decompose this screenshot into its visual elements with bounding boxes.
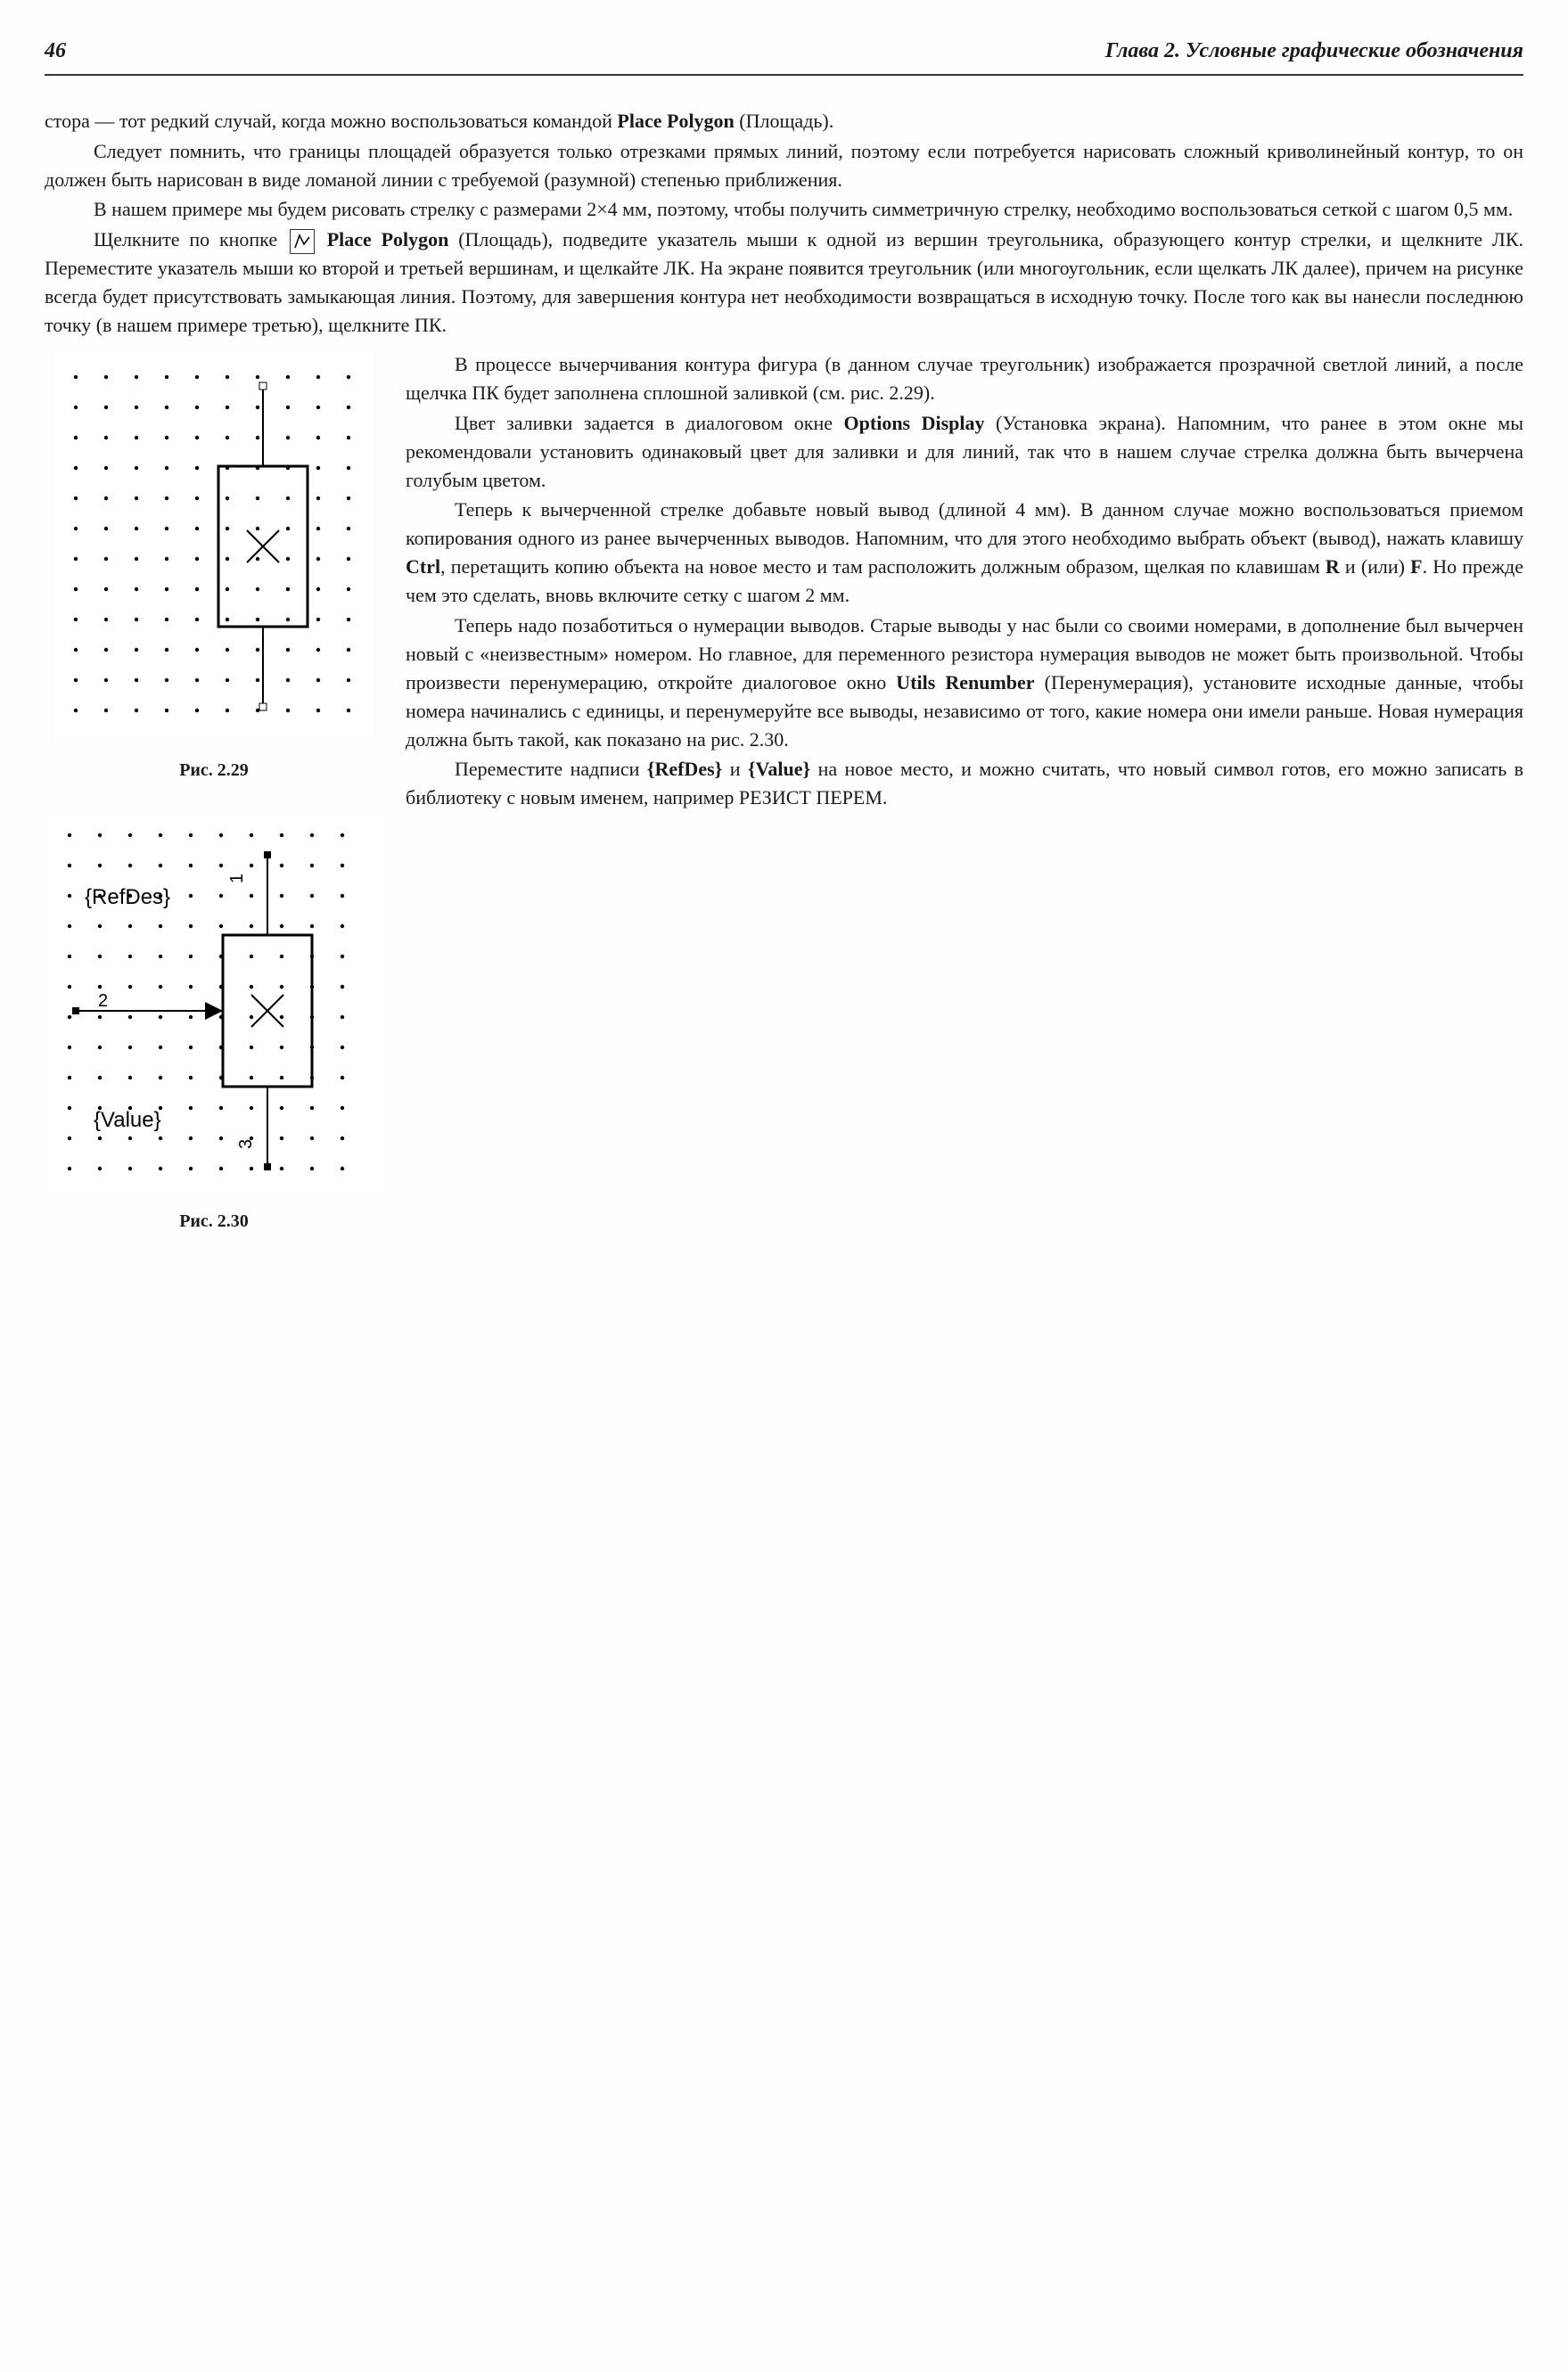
p9-bold1: {RefDes} (647, 758, 723, 780)
p6a: Цвет заливки задается в диалоговом окне (455, 412, 844, 434)
x-mark-230 (251, 995, 283, 1027)
paragraph-5: В процессе вычерчивания контура фигура (… (406, 350, 1523, 407)
p6-bold: Options Display (844, 412, 985, 434)
handle-bottom-229 (259, 703, 267, 710)
paragraph-7: Теперь к вычерченной стрелке добавьте но… (406, 496, 1523, 610)
fig-230-caption: Рис. 2.30 (45, 1209, 383, 1235)
content: стора — тот редкий случай, когда можно в… (45, 107, 1523, 1235)
n2-label: 2 (98, 991, 108, 1011)
page-number: 46 (45, 36, 66, 67)
chapter-title: Глава 2. Условные графические обозначени… (1105, 36, 1523, 67)
n3-label: 3 (236, 1139, 256, 1149)
n1-label: 1 (227, 874, 247, 883)
p9-bold2: {Value} (748, 758, 810, 780)
figure-229-svg (53, 350, 374, 743)
figure-229: Рис. 2.29 (45, 350, 383, 784)
page-header: 46 Глава 2. Условные графические обознач… (45, 36, 1523, 76)
paragraph-8: Теперь надо позаботиться о нумерации выв… (406, 611, 1523, 753)
p7-bold2: R (1326, 555, 1340, 578)
paragraph-9: Переместите надписи {RefDes} и {Value} н… (406, 755, 1523, 812)
p7b: , перетащить копию объекта на новое мест… (440, 555, 1326, 578)
node-top-230 (264, 851, 271, 858)
paragraph-1: стора — тот редкий случай, когда можно в… (45, 107, 1523, 135)
two-column-layout: Рис. 2.29 (45, 350, 1523, 1235)
p7a: Теперь к вычерченной стрелке добавьте но… (406, 498, 1523, 549)
p4-bold: Place Polygon (327, 228, 449, 250)
left-column: Рис. 2.29 (45, 350, 383, 1235)
node-bottom-230 (264, 1163, 271, 1170)
p9a: Переместите надписи (455, 758, 647, 780)
right-column: В процессе вычерчивания контура фигура (… (406, 350, 1523, 1235)
p7c: и (или) (1340, 555, 1410, 578)
p4a: Щелкните по кнопке (94, 228, 287, 250)
p1-end: (Площадь). (735, 110, 833, 132)
paragraph-2: Следует помнить, что границы площадей об… (45, 137, 1523, 194)
handle-top-229 (259, 382, 267, 390)
value-label: {Value} (94, 1108, 161, 1132)
paragraph-3: В нашем примере мы будем рисовать стрелк… (45, 195, 1523, 224)
fig-229-caption: Рис. 2.29 (45, 758, 383, 784)
figure-230: {RefDes} {Value} 1 2 3 Рис. 2.30 (45, 810, 383, 1235)
p9b: и (722, 758, 748, 780)
polygon-icon (290, 229, 315, 254)
paragraph-6: Цвет заливки задается в диалоговом окне … (406, 409, 1523, 495)
p1-text: стора — тот редкий случай, когда можно в… (45, 110, 617, 132)
p7-bold3: F (1410, 555, 1422, 578)
paragraph-4: Щелкните по кнопке Place Polygon (Площад… (45, 226, 1523, 340)
p1-bold: Place Polygon (617, 110, 734, 132)
p7-bold1: Ctrl (406, 555, 440, 578)
x-mark-229 (247, 530, 279, 562)
figure-230-svg: {RefDes} {Value} 1 2 3 (45, 810, 383, 1194)
p8-bold: Utils Renumber (896, 671, 1034, 694)
refdes-label: {RefDes} (85, 885, 170, 909)
node-left-230 (72, 1007, 79, 1014)
